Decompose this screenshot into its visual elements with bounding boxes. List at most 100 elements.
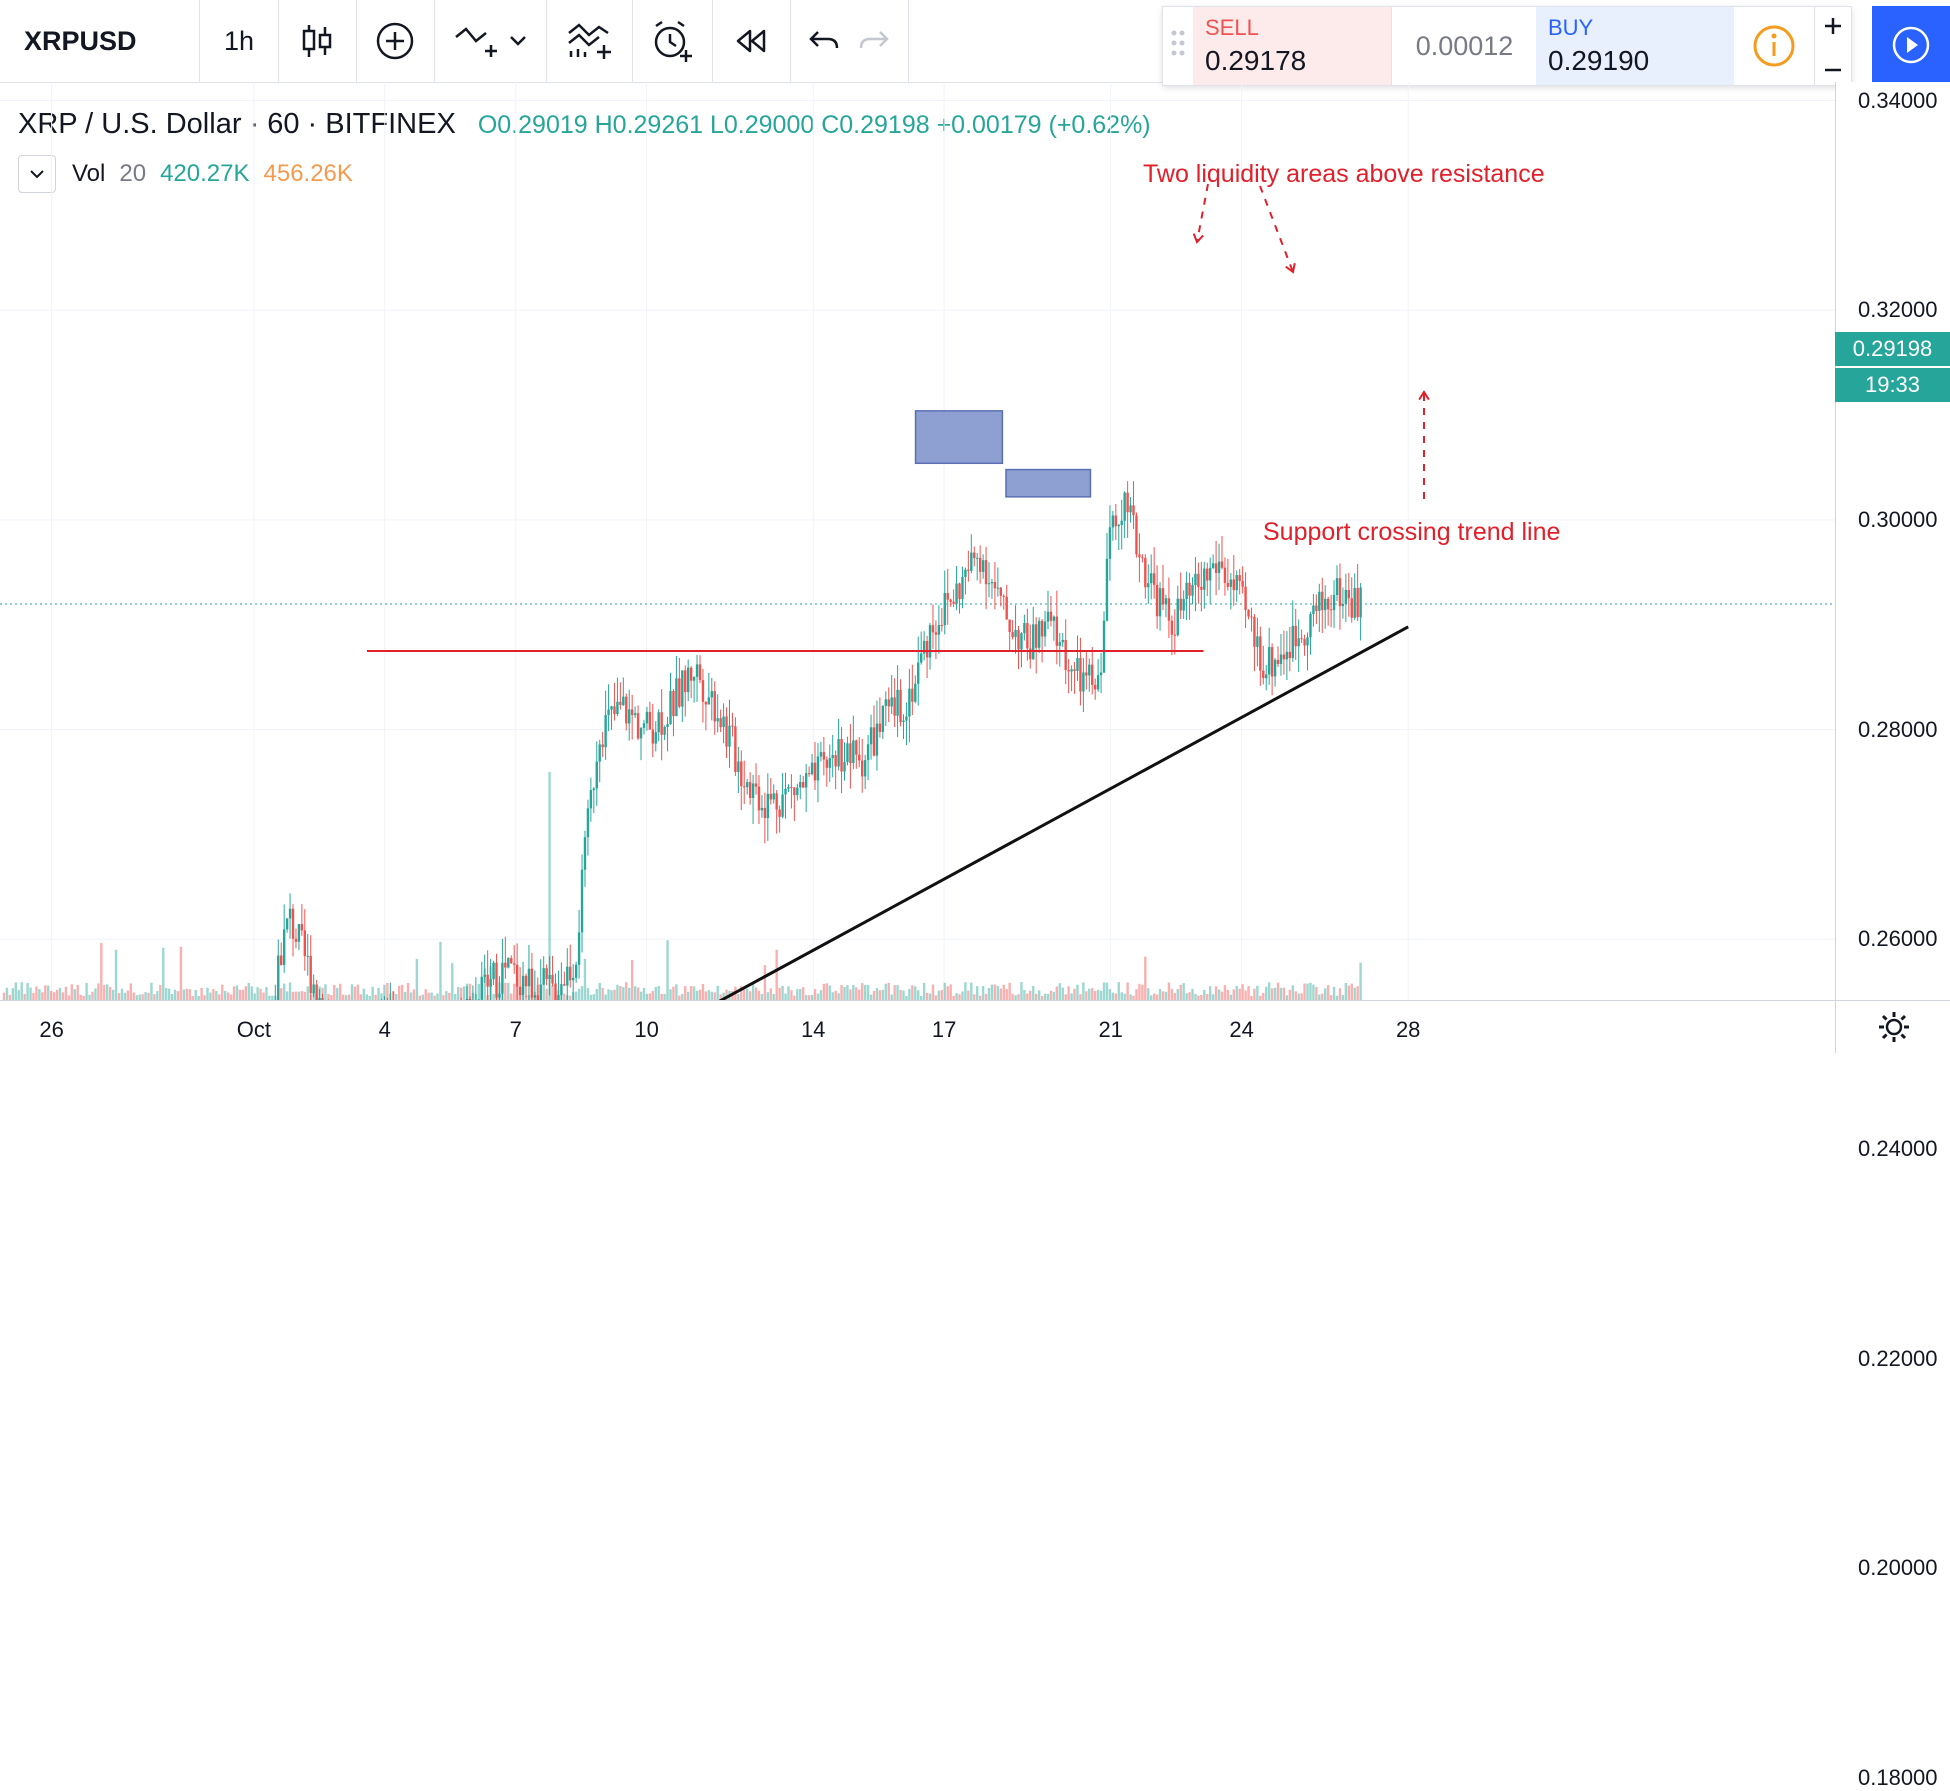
candle-body <box>501 963 503 994</box>
volume-bar <box>696 991 698 1000</box>
candle-body <box>551 975 553 983</box>
candle-body <box>1250 616 1252 617</box>
symbol-search-button[interactable]: XRPUSD <box>0 0 200 82</box>
candle-body <box>1082 672 1084 691</box>
candle-body <box>678 678 680 706</box>
candle-body <box>1215 563 1217 573</box>
candle-body <box>737 761 739 772</box>
candle-body <box>725 717 727 747</box>
candle-body <box>1212 563 1214 568</box>
volume-bar <box>885 984 887 1000</box>
candle-body <box>947 593 949 600</box>
volume-bar <box>1359 963 1361 1000</box>
volume-bar <box>1283 988 1285 1000</box>
candle-body <box>1008 620 1010 632</box>
candle-body <box>793 788 795 795</box>
plus-icon[interactable] <box>1815 7 1852 46</box>
candle-body <box>823 752 825 759</box>
candle-body <box>1159 588 1161 616</box>
volume-bar <box>1112 993 1114 1000</box>
volume-bar <box>12 988 14 1000</box>
chevron-down-icon[interactable] <box>509 35 527 47</box>
volume-bar <box>997 986 999 1000</box>
candle-body <box>519 987 521 995</box>
candle-body <box>1256 636 1258 647</box>
candle-body <box>560 984 562 995</box>
candle-body <box>1097 675 1099 689</box>
volume-bar <box>292 992 294 1000</box>
candle-body <box>1156 585 1158 616</box>
candle-body <box>1253 617 1255 647</box>
candle-body <box>1070 669 1072 671</box>
volume-bar <box>339 984 341 1000</box>
candle-body <box>569 967 571 981</box>
volume-bar <box>1165 992 1167 1000</box>
candle-body <box>637 713 639 738</box>
volume-bar <box>1085 991 1087 1000</box>
redo-icon[interactable] <box>858 28 890 54</box>
sell-button[interactable]: SELL 0.29178 <box>1193 7 1391 85</box>
volume-bar <box>245 986 247 1000</box>
candle-body <box>1006 597 1008 620</box>
candle-body <box>1073 669 1075 671</box>
volume-bar <box>823 984 825 1000</box>
volume-bar <box>416 959 418 1000</box>
candle-body <box>1324 599 1326 610</box>
candle-body <box>1300 638 1302 639</box>
liquidity-box <box>916 411 1003 463</box>
volume-bar <box>507 983 509 1000</box>
candle-body <box>1218 562 1220 573</box>
chart-type-button[interactable] <box>278 0 357 82</box>
drawing-tools-button[interactable] <box>434 0 547 82</box>
volume-bar <box>1306 984 1308 1000</box>
indicators-button[interactable] <box>546 0 633 82</box>
volume-bar <box>20 982 22 1000</box>
volume-bar <box>478 984 480 1000</box>
volume-bar <box>746 989 748 1000</box>
candle-body <box>708 697 710 704</box>
volume-bar <box>888 983 890 1000</box>
candle-body <box>932 625 934 632</box>
buy-button[interactable]: BUY 0.29190 <box>1536 7 1734 85</box>
add-indicator-button[interactable] <box>356 0 435 82</box>
liquidity-box <box>1006 470 1090 497</box>
price-tick-label: 0.18000 <box>1858 1765 1938 1791</box>
volume-bar <box>38 989 40 1000</box>
play-button[interactable] <box>1872 6 1950 84</box>
replay-button[interactable] <box>712 0 791 82</box>
candle-body <box>722 717 724 728</box>
volume-bar <box>613 990 615 1000</box>
candle-body <box>660 712 662 735</box>
candle-body <box>1041 621 1043 637</box>
undo-icon[interactable] <box>808 28 840 54</box>
info-button[interactable] <box>1734 7 1814 85</box>
volume-bar <box>265 987 267 1000</box>
annotation-bottom: Support crossing trend line <box>1263 518 1560 547</box>
volume-bar <box>1118 982 1120 1000</box>
volume-bar <box>1188 992 1190 1000</box>
volume-bar <box>1262 993 1264 1000</box>
volume-bar <box>684 986 686 1000</box>
volume-bar <box>371 987 373 1000</box>
volume-bar <box>1103 982 1105 1000</box>
candle-body <box>1165 598 1167 604</box>
candle-body <box>964 570 966 577</box>
volume-bar <box>118 993 120 1000</box>
candle-body <box>534 995 536 997</box>
candle-body <box>1100 672 1102 675</box>
volume-bar <box>702 984 704 1000</box>
candle-body <box>498 994 500 998</box>
volume-bar <box>658 986 660 1000</box>
candle-body <box>510 958 512 963</box>
candle-body <box>1094 685 1096 690</box>
volume-bar <box>988 988 990 1000</box>
settings-button[interactable] <box>1835 1000 1950 1053</box>
time-tick-label: 14 <box>801 1017 825 1043</box>
candle-body <box>846 743 848 762</box>
alert-button[interactable] <box>632 0 713 82</box>
interval-button[interactable]: 1h <box>200 0 279 82</box>
price-tick-label: 0.26000 <box>1858 926 1938 952</box>
drag-handle-icon[interactable] <box>1168 27 1188 67</box>
